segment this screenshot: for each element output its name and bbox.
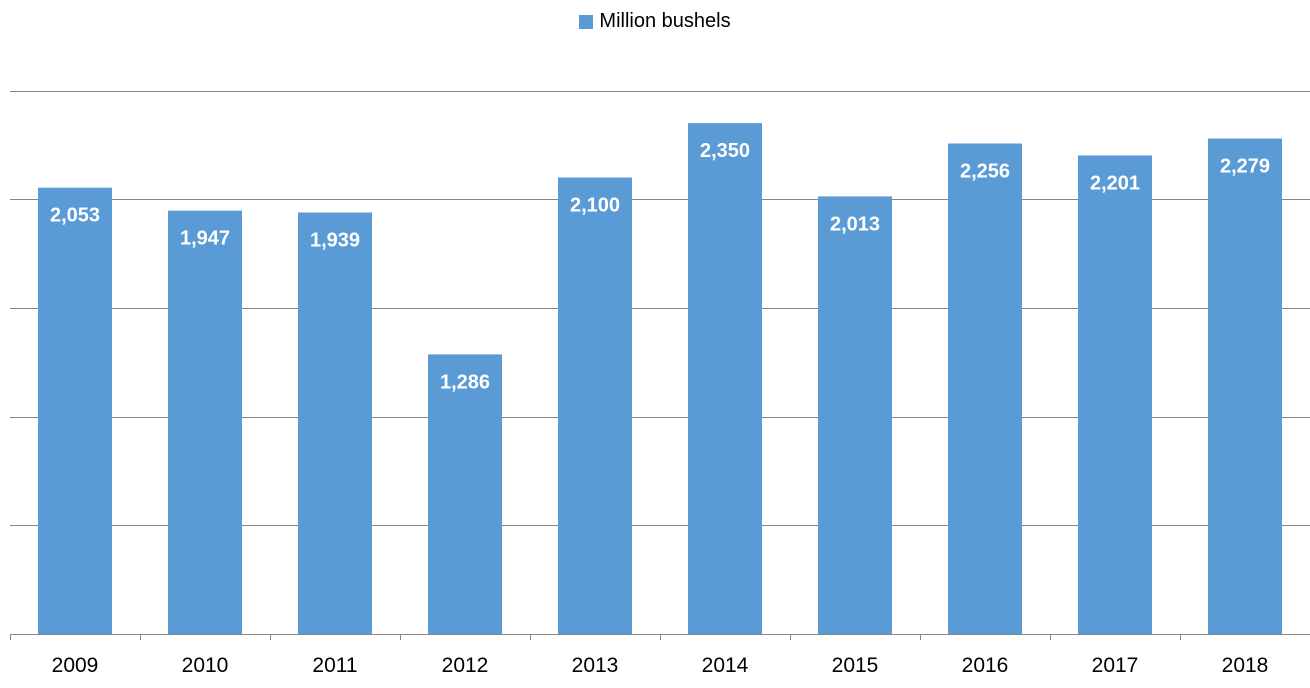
bar <box>168 210 242 634</box>
bar <box>428 354 502 634</box>
x-tick-label: 2010 <box>182 654 229 677</box>
x-tick-label: 2011 <box>312 654 357 677</box>
legend-swatch <box>579 14 594 29</box>
bar <box>1208 138 1282 634</box>
data-label: 2,100 <box>570 195 620 217</box>
data-label: 2,201 <box>1090 173 1140 195</box>
bar <box>1078 155 1152 634</box>
x-tick-label: 2017 <box>1092 654 1139 677</box>
x-tick-label: 2009 <box>52 654 99 677</box>
bar <box>38 187 112 634</box>
data-label: 2,350 <box>700 140 750 162</box>
bar <box>818 196 892 634</box>
data-label: 1,947 <box>180 228 230 250</box>
x-tick-label: 2013 <box>572 654 619 677</box>
data-label: 1,286 <box>440 371 490 393</box>
bar <box>558 177 632 634</box>
x-tick-label: 2014 <box>702 654 749 677</box>
data-label: 2,053 <box>50 205 100 227</box>
data-label: 1,939 <box>310 230 360 252</box>
data-label: 2,279 <box>1220 156 1270 178</box>
data-label: 2,256 <box>960 161 1010 183</box>
x-tick-label: 2018 <box>1222 654 1269 677</box>
bar <box>948 143 1022 634</box>
legend-label: Million bushels <box>599 10 731 32</box>
bar <box>688 123 762 634</box>
bar <box>298 212 372 634</box>
x-tick-label: 2015 <box>832 654 879 677</box>
data-label: 2,013 <box>830 213 880 235</box>
legend: Million bushels <box>0 10 1310 33</box>
x-tick-label: 2012 <box>442 654 489 677</box>
x-tick-label: 2016 <box>962 654 1009 677</box>
